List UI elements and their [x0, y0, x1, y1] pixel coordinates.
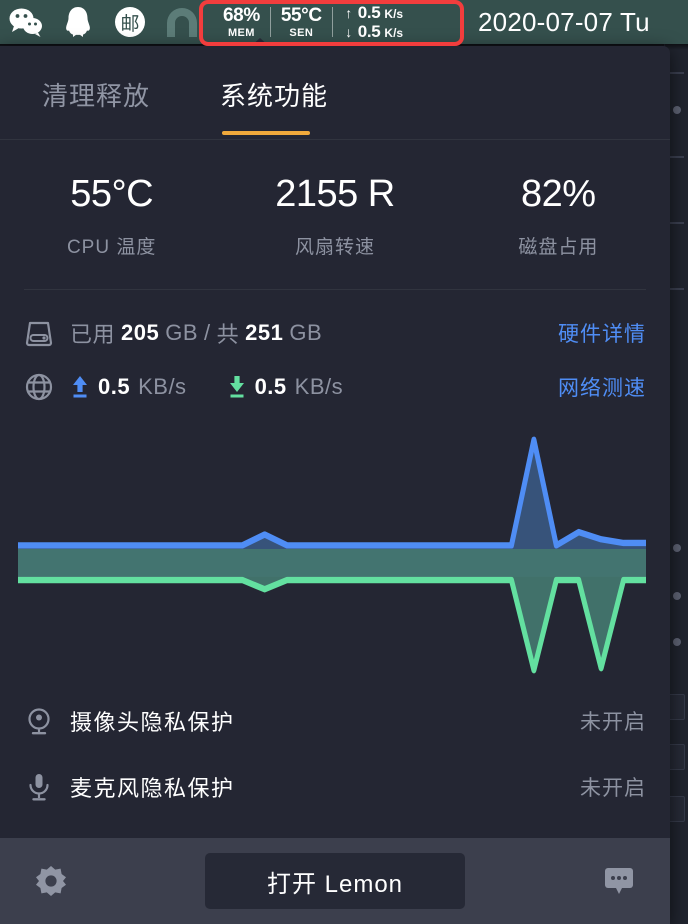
download-arrow-icon: ↓ — [345, 24, 353, 40]
menubar-upload-unit: K/s — [384, 7, 404, 21]
network-speed-row: 0.5 KB/s 0.5 KB/s 网络测速 — [24, 360, 646, 414]
tab-cleanup[interactable]: 清理释放 — [42, 76, 150, 135]
disk-used-unit: GB — [165, 319, 199, 345]
bg-line — [670, 222, 684, 224]
network-speedtest-link[interactable]: 网络测速 — [558, 376, 646, 400]
qq-penguin-icon[interactable] — [52, 0, 104, 44]
svg-text:邮: 邮 — [120, 13, 139, 35]
upload-arrow-icon — [73, 375, 87, 398]
tab-system-label: 系统功能 — [220, 81, 329, 111]
menubar-divider — [331, 7, 333, 37]
system-stats: 55°C CPU 温度 2155 R 风扇转速 82% 磁盘占用 — [0, 140, 670, 289]
menubar-memory-stat: 68% MEM — [213, 6, 270, 39]
menubar-sensor-stat: 55°C SEN — [271, 6, 332, 39]
menubar-download-row: ↓ 0.5 K/s — [344, 23, 403, 40]
menubar-upload-value: 0.5 — [357, 3, 381, 22]
wechat-icon[interactable] — [0, 0, 52, 44]
bg-dot — [673, 592, 681, 600]
panel-notch — [250, 38, 270, 47]
panel-tabs: 清理释放 系统功能 — [0, 46, 670, 140]
disk-usage-row: 已用 205 GB / 共 251 GB 硬件详情 — [24, 306, 646, 360]
system-panel: 清理释放 系统功能 55°C CPU 温度 2155 R 风扇转速 82% 磁盘… — [0, 46, 670, 924]
bg-line — [670, 72, 684, 74]
bg-dot — [673, 544, 681, 552]
section-divider — [24, 288, 646, 290]
mail-icon[interactable]: 邮 — [104, 0, 156, 44]
menubar-divider — [269, 7, 271, 37]
disk-total-unit: GB — [289, 319, 323, 345]
menubar-memory-label: MEM — [227, 26, 255, 39]
stat-disk-usage: 82% 磁盘占用 — [447, 173, 670, 259]
tabs-underline — [0, 139, 670, 140]
info-rows: 已用 205 GB / 共 251 GB 硬件详情 — [0, 290, 670, 414]
privacy-microphone-label: 麦克风隐私保护 — [70, 776, 235, 801]
network-speed-text: 0.5 KB/s 0.5 KB/s — [70, 374, 558, 400]
disk-total-prefix: 共 — [216, 321, 240, 347]
privacy-microphone[interactable]: 麦克风隐私保护 未开启 — [24, 754, 646, 820]
camera-icon — [24, 706, 70, 736]
download-arrow-icon — [229, 375, 244, 398]
privacy-microphone-status: 未开启 — [580, 777, 646, 800]
chat-bubble-icon[interactable] — [602, 865, 636, 897]
stat-disk-usage-value: 82% — [521, 173, 596, 215]
menu-bar: 邮 68% MEM 55°C SEN ↑ 0.5 — [0, 0, 688, 44]
bg-line — [670, 156, 684, 158]
menubar-stats-widget[interactable]: 68% MEM 55°C SEN ↑ 0.5 K/s ↓ 0.5 K/s — [203, 1, 413, 43]
stat-cpu-temperature-value: 55°C — [70, 173, 154, 215]
network-download-group: 0.5 KB/s — [227, 374, 344, 400]
network-upload-unit: KB/s — [138, 373, 187, 399]
disk-separator: / — [204, 319, 211, 345]
stat-fan-speed-label: 风扇转速 — [294, 236, 375, 258]
menubar-download-value: 0.5 — [357, 22, 381, 41]
stat-disk-usage-label: 磁盘占用 — [518, 236, 599, 258]
upload-arrow-icon: ↑ — [345, 5, 353, 21]
network-download-value: 0.5 — [254, 373, 287, 399]
arch-icon[interactable] — [156, 0, 208, 44]
tab-cleanup-label: 清理释放 — [42, 81, 151, 111]
panel-footer: 打开 Lemon — [0, 838, 670, 924]
disk-used-value: 205 — [121, 319, 160, 345]
privacy-camera[interactable]: 摄像头隐私保护 未开启 — [24, 688, 646, 754]
network-download-unit: KB/s — [294, 373, 344, 399]
privacy-camera-status: 未开启 — [580, 711, 646, 734]
network-upload-value: 0.5 — [98, 373, 131, 399]
stat-cpu-temperature-label: CPU 温度 — [66, 236, 157, 258]
tab-system[interactable]: 系统功能 — [220, 76, 328, 135]
bg-dot — [673, 638, 681, 646]
network-throughput-chart — [18, 420, 646, 688]
stat-fan-speed-value: 2155 R — [275, 173, 395, 215]
gear-icon[interactable] — [34, 864, 68, 898]
privacy-camera-label: 摄像头隐私保护 — [70, 710, 235, 735]
open-lemon-button[interactable]: 打开 Lemon — [205, 853, 465, 909]
bg-line — [670, 288, 684, 290]
menubar-network-stat: ↑ 0.5 K/s ↓ 0.5 K/s — [333, 4, 403, 40]
microphone-icon — [24, 772, 70, 802]
stat-cpu-temperature: 55°C CPU 温度 — [0, 173, 223, 259]
menubar-date[interactable]: 2020-07-07 Tu — [478, 6, 650, 37]
menubar-memory-value: 68% — [223, 4, 260, 26]
bg-dot — [673, 106, 681, 114]
network-chart-svg — [18, 436, 646, 674]
menubar-sensor-label: SEN — [289, 26, 314, 39]
privacy-section: 摄像头隐私保护 未开启 麦克风隐私保护 未开启 — [0, 688, 670, 838]
menubar-sensor-value: 55°C — [280, 4, 322, 26]
stat-fan-speed: 2155 R 风扇转速 — [223, 173, 446, 259]
disk-total-value: 251 — [245, 319, 284, 345]
disk-usage-text: 已用 205 GB / 共 251 GB — [70, 317, 558, 349]
globe-icon — [24, 372, 70, 402]
menubar-upload-row: ↑ 0.5 K/s — [344, 4, 403, 21]
network-upload-group: 0.5 KB/s — [70, 374, 187, 400]
hardware-details-link[interactable]: 硬件详情 — [558, 322, 646, 346]
menubar-download-unit: K/s — [384, 26, 404, 40]
hard-drive-icon — [24, 318, 70, 348]
disk-used-prefix: 已用 — [70, 321, 116, 347]
chart-download-series — [18, 548, 646, 674]
